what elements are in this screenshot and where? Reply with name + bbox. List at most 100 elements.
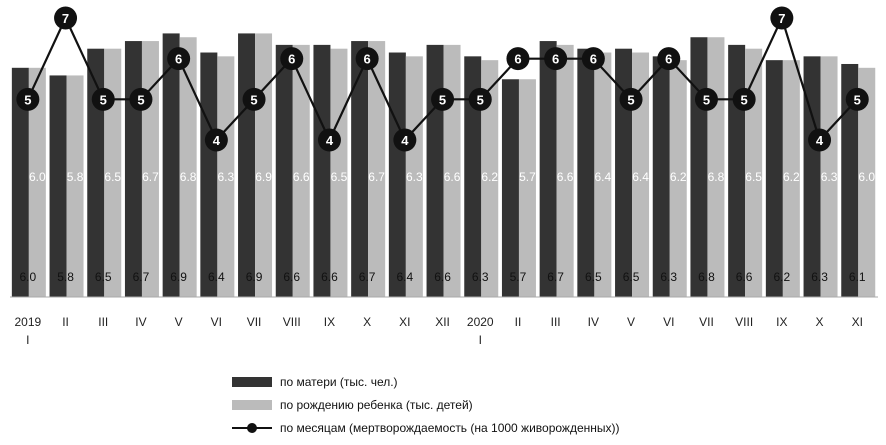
line-point-label: 5 [477,92,484,107]
x-tick-label: V [175,315,183,329]
label-mother: 6.6 [434,270,451,284]
bar-mother [87,48,105,298]
bar-birth [217,56,235,298]
line-point [770,6,794,30]
bar-birth [481,60,499,297]
bar-birth [28,67,46,297]
line-point [167,47,191,71]
line-point-label: 5 [627,92,634,107]
bar-mother [539,41,557,298]
line-point [657,47,681,71]
label-mother: 6.1 [849,270,866,284]
line-point [54,6,78,30]
line-point-label: 5 [439,92,446,107]
line-point-label: 5 [703,92,710,107]
line-point [544,47,568,71]
line-point-label: 6 [514,52,521,67]
x-tick-label: III [98,315,108,329]
bar-birth [405,56,423,298]
line-point-label: 6 [590,52,597,67]
label-birth: 6.5 [745,170,762,184]
line-point [280,47,304,71]
label-birth: 6.5 [331,170,348,184]
label-mother: 6.7 [133,270,150,284]
label-birth: 6.9 [255,170,272,184]
legend-item-stillbirth: по месяцам (мертворождаемость (на 1000 ж… [232,418,620,438]
bar-birth [707,37,725,298]
bar-birth [518,79,536,297]
bar-mother [464,56,482,298]
line-point [91,87,115,111]
bar-mother [275,44,293,297]
line-point-label: 7 [778,11,785,26]
label-birth: 6.8 [708,170,725,184]
line-point [431,87,455,111]
label-mother: 5.7 [510,270,527,284]
label-mother: 6.5 [95,270,112,284]
line-point [808,128,832,152]
line-point-label: 6 [665,52,672,67]
bar-birth [179,37,197,298]
label-mother: 6.4 [397,270,414,284]
bar-birth [669,60,687,297]
bar-mother [577,48,595,298]
label-mother: 6.3 [472,270,489,284]
bars-layer [11,33,876,298]
bar-mother [501,79,519,297]
label-birth: 6.4 [595,170,612,184]
line-point [694,87,718,111]
x-tick-label: VI [211,315,222,329]
legend-swatch-birth [232,400,272,410]
legend-swatch-mother [232,377,272,387]
x-tick-label-year-sub: I [479,333,482,347]
x-tick-label: VI [663,315,674,329]
x-tick-label: VIII [735,315,753,329]
x-tick-label: XI [399,315,410,329]
label-mother: 6.4 [208,270,225,284]
label-mother: 6.7 [359,270,376,284]
x-tick-label: 2019 [14,315,41,329]
line-point-label: 6 [288,52,295,67]
label-mother: 6.3 [660,270,677,284]
bar-mother [124,41,142,298]
legend-item-mother: по матери (тыс. чел.) [232,372,620,392]
line-point-label: 6 [364,52,371,67]
line-layer: 5 7 5 5 6 4 5 6 4 6 4 5 5 6 6 6 5 6 5 5 7 4 5 [16,6,869,152]
bar-mother [615,48,633,298]
line-point [506,47,530,71]
line-point [204,128,228,152]
line-point-label: 4 [401,133,409,148]
line-point-label: 6 [175,52,182,67]
label-birth: 6.3 [406,170,423,184]
x-tick-label: IV [588,315,599,329]
x-tick-label: XII [435,315,450,329]
label-birth: 6.3 [218,170,235,184]
line-point-label: 5 [854,92,861,107]
bar-birth [292,44,310,297]
bar-birth [104,48,122,298]
label-mother: 6.9 [246,270,263,284]
legend-line-marker [232,423,272,433]
label-birth: 6.0 [29,170,46,184]
bar-birth [556,44,574,297]
label-mother: 6.3 [811,270,828,284]
label-mother: 6.0 [20,270,37,284]
line-point-label: 5 [137,92,144,107]
bar-birth [632,52,650,297]
bar-mother [11,67,29,297]
label-birth: 6.2 [481,170,498,184]
line-point [468,87,492,111]
line-point [581,47,605,71]
line-point [16,87,40,111]
label-mother: 6.6 [736,270,753,284]
x-tick-label: V [627,315,635,329]
x-tick-label: III [551,315,561,329]
legend-item-birth: по рождению ребенка (тыс. детей) [232,395,620,415]
bar-mother [728,44,746,297]
label-birth: 6.2 [670,170,687,184]
x-tick-label: IV [135,315,146,329]
line-point [619,87,643,111]
label-birth: 6.6 [444,170,461,184]
label-mother: 6.6 [283,270,300,284]
